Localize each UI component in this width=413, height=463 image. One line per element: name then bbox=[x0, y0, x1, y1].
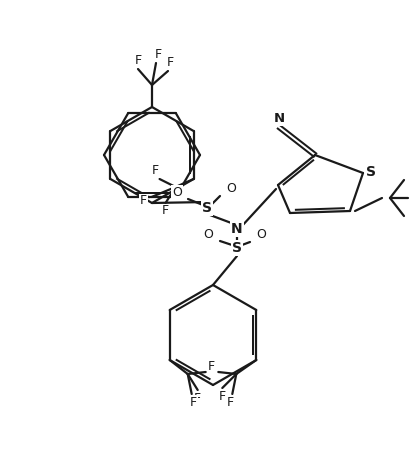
Text: F: F bbox=[227, 395, 234, 408]
Text: F: F bbox=[140, 194, 147, 207]
Text: F: F bbox=[154, 49, 161, 62]
Text: F: F bbox=[194, 392, 201, 405]
Text: F: F bbox=[190, 395, 197, 408]
Text: F: F bbox=[166, 56, 173, 69]
Text: F: F bbox=[209, 359, 216, 373]
Text: N: N bbox=[231, 222, 243, 236]
Text: S: S bbox=[202, 201, 212, 215]
Text: S: S bbox=[232, 241, 242, 255]
Text: F: F bbox=[208, 359, 215, 373]
Text: O: O bbox=[226, 181, 236, 194]
Text: F: F bbox=[162, 205, 169, 218]
Text: O: O bbox=[172, 186, 182, 199]
Text: O: O bbox=[256, 229, 266, 242]
Text: F: F bbox=[152, 164, 159, 177]
Text: F: F bbox=[135, 55, 142, 68]
Text: F: F bbox=[219, 389, 226, 402]
Text: O: O bbox=[203, 227, 213, 240]
Text: N: N bbox=[273, 113, 285, 125]
Text: S: S bbox=[366, 165, 376, 179]
